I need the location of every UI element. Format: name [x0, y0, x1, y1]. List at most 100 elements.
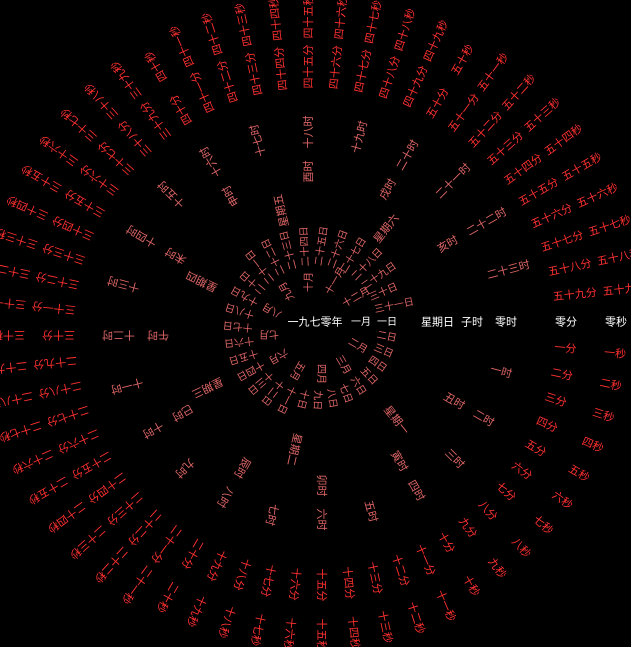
minute-item: 二十三分: [104, 489, 144, 527]
second-item: 六秒: [550, 490, 574, 512]
day-item: 二十四日: [300, 226, 312, 266]
minute-item: 二十九分: [33, 354, 78, 370]
minute-item: 五十五分: [517, 177, 561, 209]
minute-item: 九分: [456, 516, 478, 540]
second-item: 三十九秒: [110, 58, 145, 100]
month-item: 八月: [262, 300, 284, 319]
shichen-item: 亥时: [436, 235, 461, 256]
minute-item: 二十七分: [45, 403, 90, 427]
second-item: 四秒: [580, 436, 605, 455]
second-item: 四十九秒: [423, 19, 451, 64]
second-item: 二秒: [599, 378, 623, 393]
minute-item: 十五分: [315, 569, 326, 602]
hour-item: 零时: [495, 318, 517, 329]
minute-item: 四十九分: [403, 65, 431, 110]
second-item: 二十七秒: [0, 418, 43, 442]
minute-item: 五十二分: [467, 110, 505, 150]
minute-item: 四分: [534, 416, 559, 435]
second-item: 三十秒: [0, 329, 25, 340]
minute-item: 五十一分: [447, 92, 482, 134]
day-item: 二日: [376, 331, 398, 345]
second-item: 五十七秒: [587, 215, 631, 239]
month-item: 四月: [315, 364, 325, 384]
second-item: 四十八秒: [394, 7, 418, 52]
minute-item: 三十九分: [139, 99, 174, 141]
second-item: 十七秒: [248, 612, 266, 647]
second-item: 十四秒: [345, 616, 359, 647]
second-item: 三十八秒: [83, 80, 121, 120]
second-item: 四十二秒: [201, 11, 225, 56]
second-item: 十二秒: [405, 601, 426, 636]
minute-item: 十三分: [365, 561, 383, 596]
second-item: 五十三秒: [523, 97, 563, 135]
hour-item: 五时: [362, 500, 378, 524]
second-item: 四十三秒: [235, 2, 255, 47]
minute-item: 四十六分: [329, 45, 345, 90]
minute-item: 三十八分: [117, 117, 155, 157]
shichen-item: 卯时: [315, 475, 326, 497]
minute-item: 五十分: [425, 87, 451, 121]
hour-item: 十一时: [109, 375, 144, 394]
second-item: 十六秒: [281, 617, 295, 647]
second-item: 四十七秒: [365, 0, 385, 45]
center-year: 一九七零年: [288, 318, 343, 329]
minute-item: 十六分: [286, 567, 300, 601]
second-item: 四十四秒: [269, 0, 285, 41]
second-item: 五十八秒: [596, 248, 631, 268]
day-item: 三十一日: [374, 298, 415, 316]
minute-item: 一分: [554, 343, 577, 356]
minute-item: 十七分: [258, 563, 276, 598]
second-item: 五十二秒: [501, 73, 539, 113]
minute-item: 三十六分: [79, 162, 121, 197]
hour-item: 十八时: [304, 116, 315, 149]
weekday-item: 星期五: [273, 193, 291, 228]
hour-item: 二时: [471, 409, 496, 430]
minute-item: 三十三分: [42, 241, 87, 265]
radial-clock: 一九七零年一月二月三月四月五月六月七月八月九月十月十一月十二月一日二日三日四日五…: [0, 0, 631, 647]
minute-item: 二十二分: [125, 507, 163, 547]
hour-item: 十五时: [157, 178, 188, 209]
shichen-item: 戌时: [378, 178, 399, 203]
second-item: 五十五秒: [561, 152, 605, 184]
month-item: 二月: [346, 337, 368, 356]
minute-item: 三十七分: [97, 138, 137, 176]
hour-item: 二十三时: [486, 260, 531, 282]
hour-item: 一时: [489, 364, 513, 380]
second-item: 五十四秒: [543, 123, 585, 158]
minute-item: 四十三分: [245, 51, 265, 96]
shichen-item: 寅时: [388, 449, 409, 474]
second-item: 二十九秒: [0, 359, 28, 375]
weekday-item: 星期四: [185, 268, 220, 292]
second-item: 二十秒: [154, 580, 180, 614]
minute-item: 二十八分: [37, 378, 82, 398]
day-item: 十日: [294, 388, 309, 410]
minute-item: 五十八分: [547, 259, 592, 279]
weekday-item: 星期三: [190, 374, 225, 398]
hour-item: 十九时: [351, 120, 370, 155]
hour-item: 四时: [405, 479, 426, 504]
hour-item: 十二时: [102, 329, 135, 340]
hour-item: 十四时: [125, 222, 159, 248]
month-item: 六月: [267, 346, 289, 365]
minute-item: 十四分: [340, 566, 354, 600]
minute-item: 五分: [523, 439, 548, 460]
second-item: 九秒: [485, 557, 507, 581]
second-item: 一秒: [603, 348, 626, 361]
minute-item: 零分: [555, 318, 577, 329]
shichen-item: 巳时: [170, 402, 195, 423]
second-item: 三十二秒: [0, 259, 31, 279]
second-item: 五秒: [566, 464, 591, 485]
weekday-item: 星期日: [421, 318, 454, 329]
minute-item: 三十分: [42, 329, 75, 340]
second-item: 十九秒: [184, 593, 207, 628]
second-item: 二十六秒: [10, 446, 55, 474]
minute-item: 四十二分: [217, 58, 241, 103]
minute-item: 七分: [493, 481, 517, 504]
minute-item: 二十五分: [69, 449, 113, 481]
minute-item: 四十四分: [274, 46, 290, 91]
weekday-item: 星期二: [284, 432, 302, 467]
shichen-item: 子时: [461, 318, 483, 329]
second-item: 十秒: [460, 574, 481, 599]
day-item: 九日: [311, 390, 322, 410]
minute-item: 十分: [435, 531, 456, 556]
